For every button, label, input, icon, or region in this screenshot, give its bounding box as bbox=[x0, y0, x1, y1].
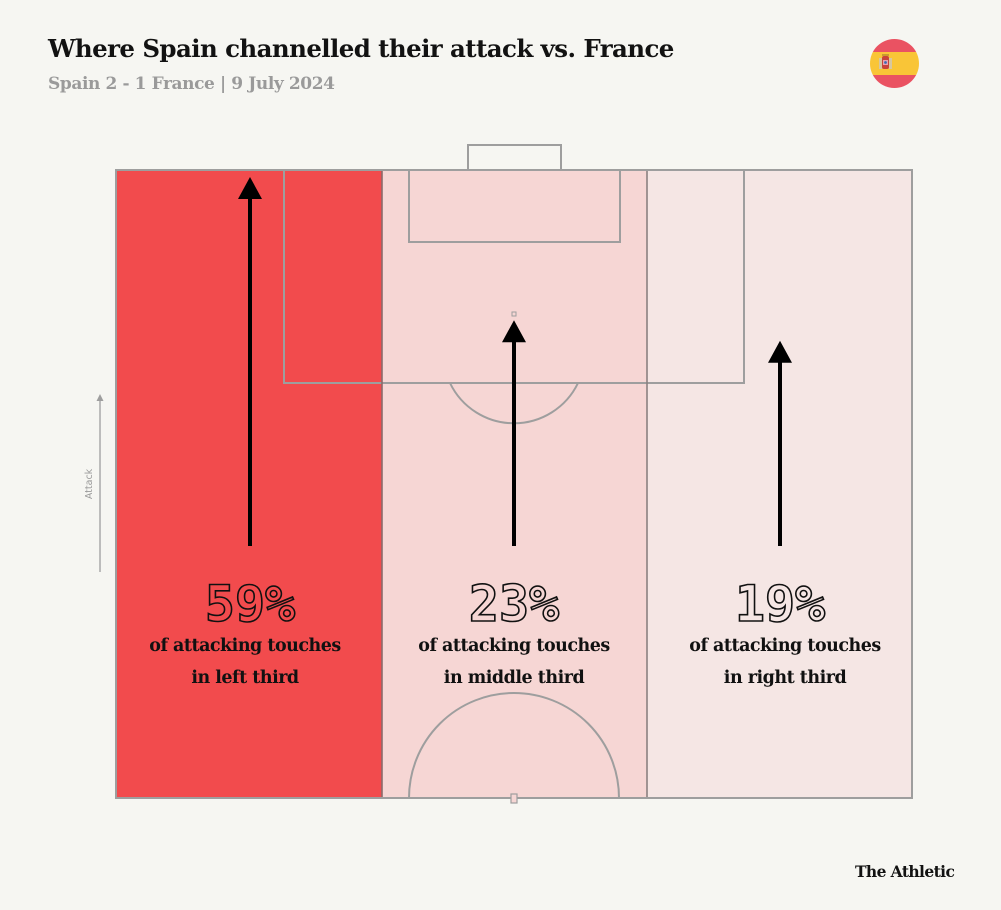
caption-right-line2: in right third bbox=[724, 668, 847, 688]
arrow-left-third bbox=[238, 177, 262, 546]
centre-spot bbox=[510, 793, 518, 804]
caption-right-line1: of attacking touches bbox=[689, 636, 881, 656]
caption-left-line2: in left third bbox=[191, 668, 299, 688]
chart-title: Where Spain channelled their attack vs. … bbox=[48, 34, 674, 63]
value-label-right: 19% bbox=[735, 575, 825, 633]
goal bbox=[467, 144, 562, 171]
attack-arrow-head bbox=[96, 394, 104, 401]
caption-middle-line2: in middle third bbox=[444, 668, 585, 688]
caption-middle-line1: of attacking touches bbox=[418, 636, 610, 656]
arrow-middle-third bbox=[502, 320, 526, 546]
spain-flag-icon bbox=[870, 39, 919, 88]
chart-subtitle: Spain 2 - 1 France | 9 July 2024 bbox=[48, 74, 335, 94]
centre-circle bbox=[408, 692, 620, 799]
six-yard-box bbox=[408, 169, 621, 243]
arrow-right-third bbox=[768, 340, 792, 546]
brand-logo: The Athletic bbox=[855, 862, 955, 881]
attack-axis-label: Attack bbox=[84, 468, 95, 499]
penalty-spot bbox=[511, 311, 517, 317]
caption-left-line1: of attacking touches bbox=[149, 636, 341, 656]
attack-direction-indicator: Attack bbox=[84, 394, 104, 572]
value-label-left: 59% bbox=[205, 575, 295, 633]
value-label-middle: 23% bbox=[469, 575, 559, 633]
